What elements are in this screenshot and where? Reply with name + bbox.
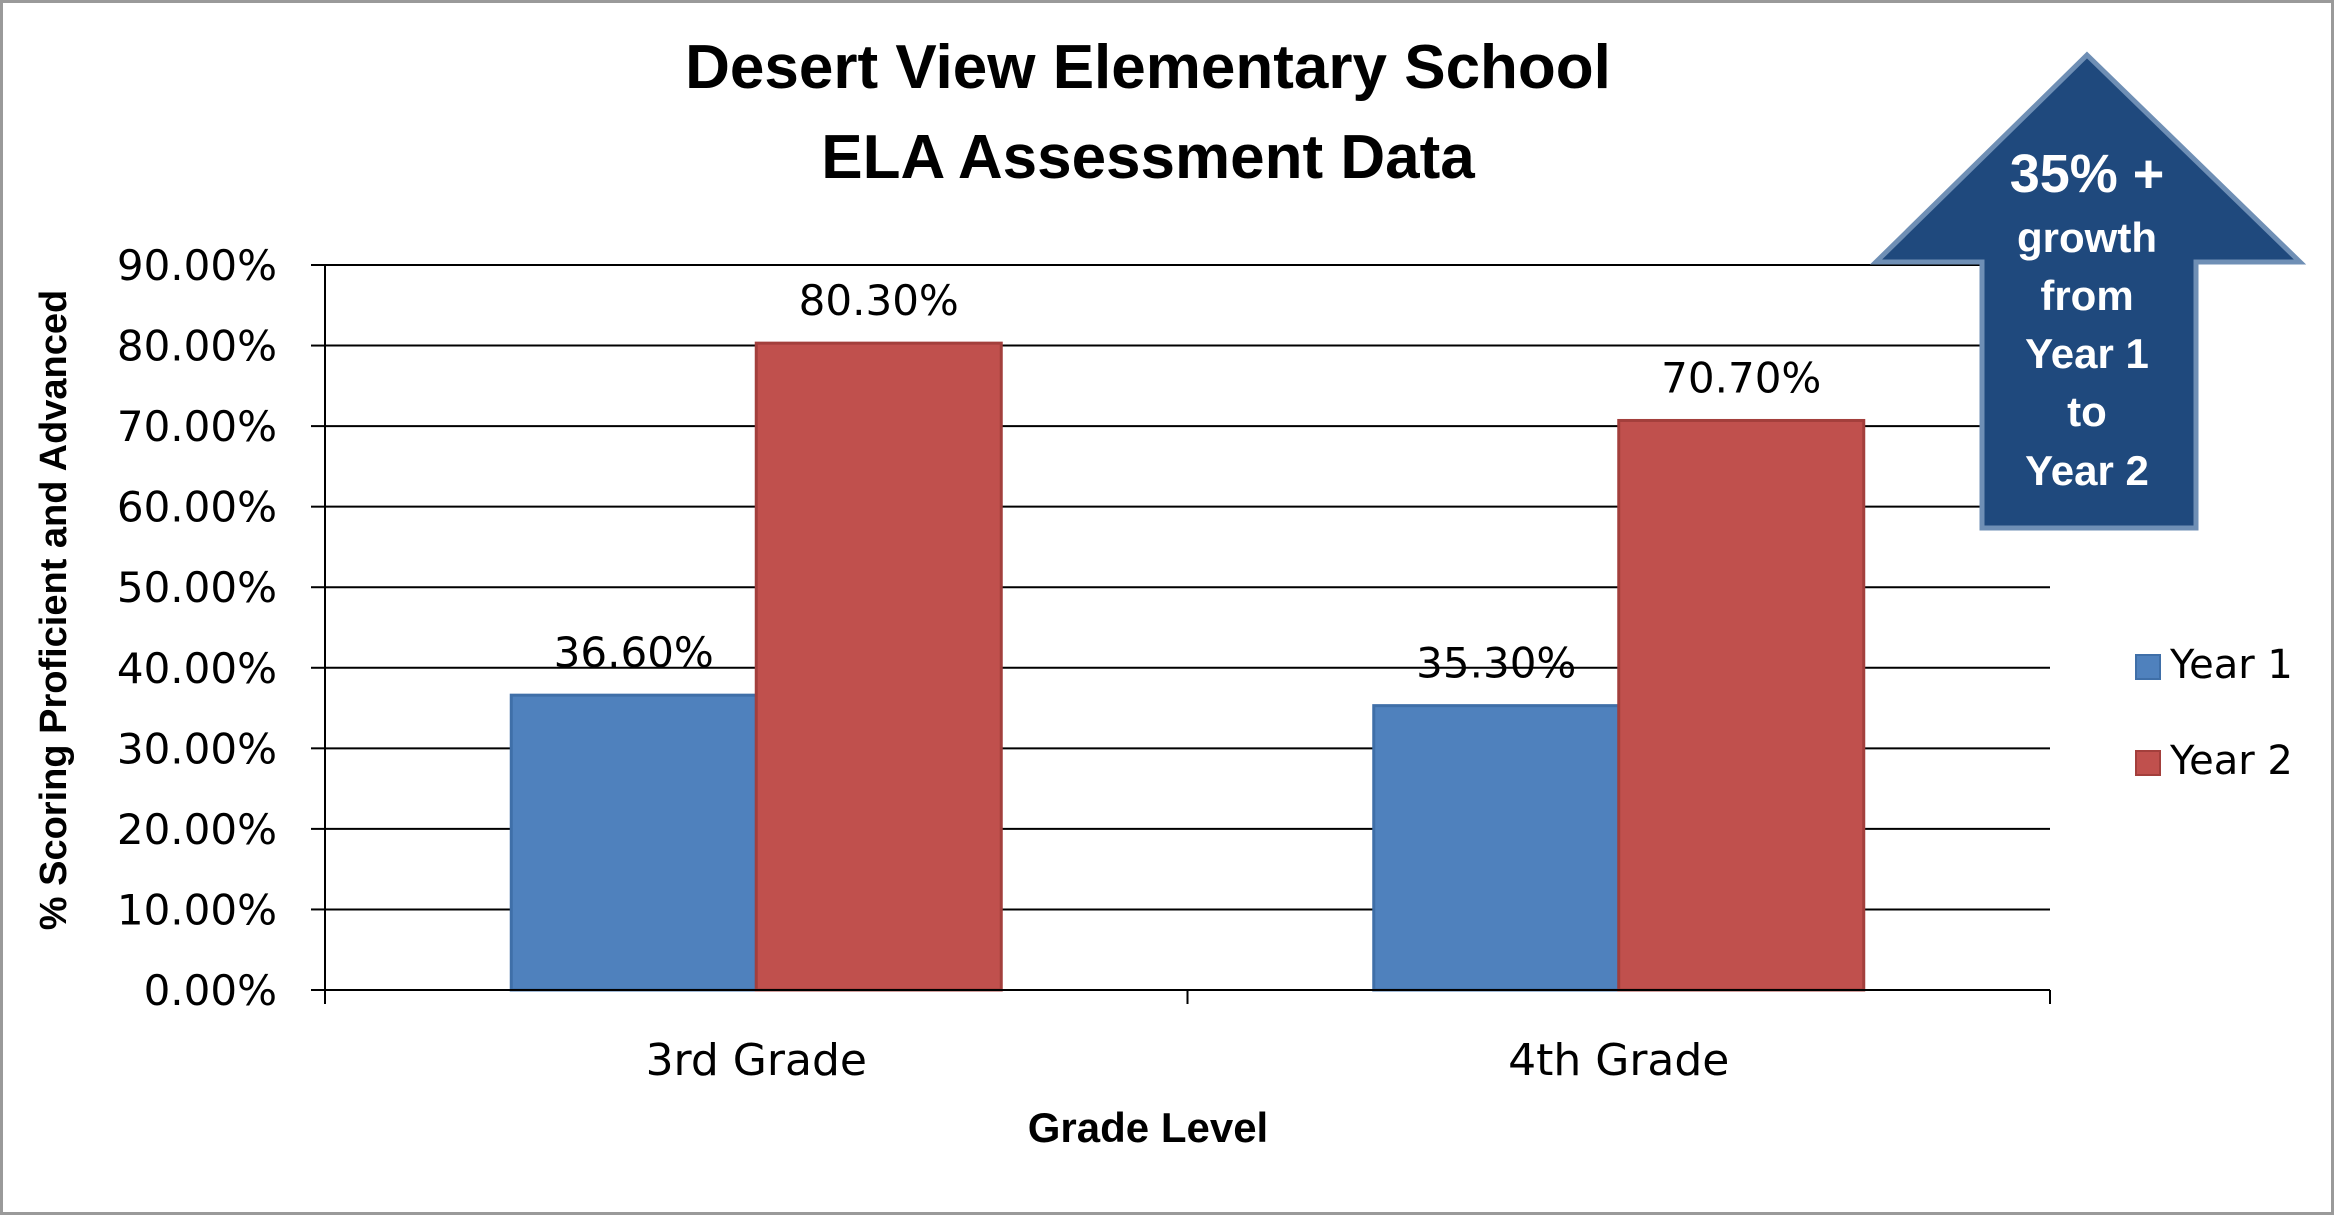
bar-year-1-0 [509,693,758,992]
growth-callout-arrow: 35% + growth from Year 1 to Year 2 [1869,51,2307,531]
legend-swatch [2135,654,2161,680]
legend-swatch [2135,750,2161,776]
data-label: 80.30% [799,276,959,325]
chart-title-line: Desert View Elementary School [685,33,1611,102]
callout-text-line: to [2067,388,2107,435]
data-labels: 36.60% 80.30% 35.30% 70.70% [554,276,1822,688]
callout-text-line: 35% + [2010,144,2165,204]
chart-title: Desert View Elementary School ELA Assessm… [685,33,1611,192]
y-tick-label: 40.00% [117,644,277,693]
y-tick-label: 60.00% [117,483,277,532]
callout-text-line: Year 2 [2025,447,2149,494]
y-tick-label: 50.00% [117,563,277,612]
x-tick-label: 4th Grade [1508,1035,1729,1086]
y-tick-label: 90.00% [117,241,277,290]
y-tick-label: 80.00% [117,322,277,371]
y-axis-title: % Scoring Proficient and Advanced [33,290,75,931]
y-tick-label: 70.00% [117,402,277,451]
legend-label: Year 2 [2169,738,2293,784]
x-axis-title: Grade Level [1028,1104,1268,1151]
y-tick-label: 10.00% [117,885,277,934]
data-label: 36.60% [554,628,714,677]
legend: Year 1 Year 2 [2135,642,2293,784]
y-tick-label: 20.00% [117,805,277,854]
data-label: 70.70% [1661,353,1821,402]
data-label: 35.30% [1416,639,1576,688]
y-tick-label: 30.00% [117,724,277,773]
x-axis-ticks: 3rd Grade 4th Grade [324,990,2051,1086]
callout-text-line: growth [2017,214,2157,261]
legend-label: Year 1 [2169,642,2293,688]
y-tick-label: 0.00% [144,966,277,1015]
callout-text-line: from [2040,272,2133,319]
bar-year-2-0 [754,341,1003,992]
x-tick-label: 3rd Grade [646,1035,867,1086]
y-axis-ticks: 0.00% 10.00% 20.00% 30.00% 40.00% 50.00% 60.00… [117,241,325,1015]
bar-year-1-1 [1372,704,1621,992]
chart-title-line: ELA Assessment Data [821,123,1475,192]
bar-year-2-1 [1617,418,1866,992]
callout-text-line: Year 1 [2025,330,2149,377]
bars [509,341,1866,992]
arrow-shape [1869,51,2307,531]
